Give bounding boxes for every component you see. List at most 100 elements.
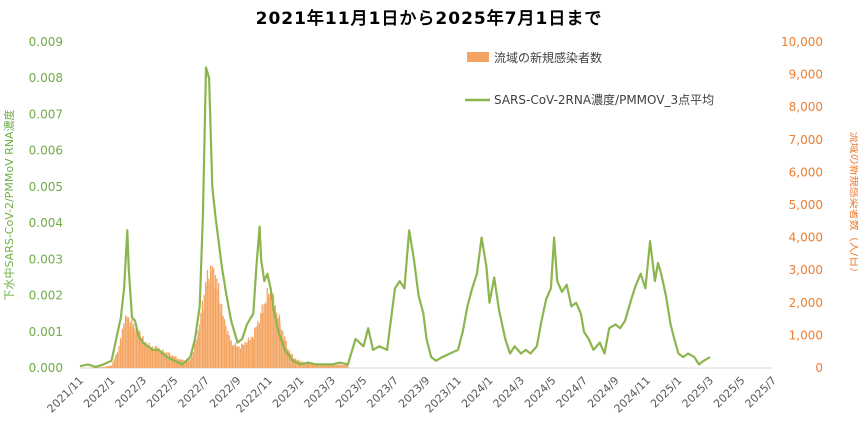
- case-bar: [304, 362, 306, 368]
- x-tick-label: 2022/7: [176, 374, 213, 411]
- case-bar: [338, 364, 340, 368]
- case-bar: [346, 365, 348, 368]
- case-bar: [211, 266, 213, 368]
- case-bar: [167, 352, 169, 368]
- case-bar: [269, 292, 272, 368]
- case-bar: [187, 360, 190, 368]
- case-bar: [147, 346, 149, 368]
- case-bar: [176, 358, 178, 368]
- case-bar: [97, 367, 100, 368]
- case-bar: [276, 312, 278, 368]
- case-bar: [334, 364, 336, 368]
- case-bar: [227, 331, 229, 368]
- case-bar: [305, 362, 307, 368]
- case-bar: [189, 360, 191, 368]
- case-bar: [121, 328, 124, 368]
- case-bar: [102, 367, 105, 368]
- x-tick-label: 2023/3: [302, 374, 339, 411]
- x-tick-label: 2024/7: [554, 374, 591, 411]
- case-bar: [124, 315, 127, 368]
- case-bar: [221, 304, 223, 368]
- case-bar: [302, 362, 304, 368]
- case-bar: [223, 319, 226, 368]
- case-bar: [343, 365, 345, 368]
- left-tick-label: 0.002: [29, 289, 63, 303]
- case-bar: [332, 364, 335, 368]
- case-bar: [314, 364, 317, 368]
- right-tick-label: 3,000: [789, 263, 823, 277]
- case-bar: [247, 337, 250, 368]
- case-bar: [257, 320, 259, 368]
- case-bar: [115, 354, 117, 368]
- case-bar: [195, 340, 197, 368]
- right-tick-label: 10,000: [781, 35, 823, 49]
- x-tick-label: 2022/3: [113, 374, 150, 411]
- chart-title: 2021年11月1日から2025年7月1日まで: [256, 8, 603, 29]
- case-bar: [238, 346, 240, 368]
- case-bar: [340, 364, 342, 368]
- case-bar: [233, 345, 235, 368]
- case-bar: [126, 318, 128, 368]
- case-bar: [277, 317, 279, 368]
- case-bar: [313, 363, 315, 368]
- x-tick-label: 2024/5: [522, 374, 559, 411]
- case-bar: [255, 326, 257, 368]
- case-bar: [286, 348, 289, 368]
- case-bar: [137, 329, 139, 368]
- case-bar: [265, 304, 267, 368]
- x-tick-label: 2023/5: [333, 374, 370, 411]
- case-bar: [329, 364, 331, 368]
- case-bar: [339, 364, 341, 368]
- case-bar: [197, 330, 199, 368]
- case-bar: [222, 316, 224, 368]
- case-bar: [230, 340, 232, 368]
- case-bar: [282, 331, 284, 368]
- case-bar: [272, 294, 275, 368]
- left-tick-label: 0.005: [29, 180, 63, 194]
- case-bar: [208, 282, 210, 368]
- case-bar: [202, 310, 204, 368]
- x-tick-label: 2024/3: [491, 374, 528, 411]
- case-bar: [151, 346, 154, 368]
- case-bar: [296, 360, 298, 368]
- x-tick-label: 2024/1: [459, 374, 496, 411]
- case-bar: [315, 363, 317, 368]
- case-bar: [145, 341, 147, 368]
- case-bar: [330, 364, 332, 368]
- right-tick-label: 5,000: [789, 198, 823, 212]
- case-bar: [327, 364, 330, 368]
- case-bar: [344, 364, 347, 368]
- case-bar: [249, 340, 251, 368]
- left-tick-label: 0.000: [29, 361, 63, 375]
- case-bar: [194, 343, 196, 368]
- case-bar: [168, 353, 171, 368]
- x-tick-label: 2025/3: [680, 374, 717, 411]
- case-bar: [136, 324, 138, 368]
- x-tick-label: 2025/7: [743, 374, 780, 411]
- case-bar: [271, 292, 273, 368]
- case-bar: [321, 364, 323, 368]
- case-bar: [322, 364, 324, 368]
- right-tick-label: 0: [815, 361, 823, 375]
- case-bar: [284, 336, 286, 368]
- legend-line-label: SARS-CoV-2RNA濃度/PMMOV_3点平均: [494, 92, 714, 107]
- left-tick-label: 0.001: [29, 325, 63, 339]
- case-bar: [104, 366, 106, 368]
- case-bar: [149, 346, 152, 368]
- case-bar: [318, 363, 320, 368]
- legend-bar-label: 流域の新規感染者数: [494, 50, 602, 65]
- case-bar: [164, 352, 166, 368]
- case-bar: [293, 358, 295, 368]
- case-bar: [184, 361, 186, 368]
- right-tick-label: 7,000: [789, 133, 823, 147]
- case-bar: [279, 323, 281, 368]
- case-bar: [203, 294, 205, 368]
- x-tick-label: 2023/7: [365, 374, 402, 411]
- case-bar: [219, 303, 221, 368]
- case-bar: [236, 346, 239, 368]
- case-bar: [260, 313, 262, 368]
- case-bar: [154, 346, 156, 368]
- case-bar: [134, 328, 136, 368]
- line-series-group: [79, 66, 711, 368]
- left-axis-label: 下水中SARS-CoV-2/PMMoV RNA濃度: [2, 109, 16, 300]
